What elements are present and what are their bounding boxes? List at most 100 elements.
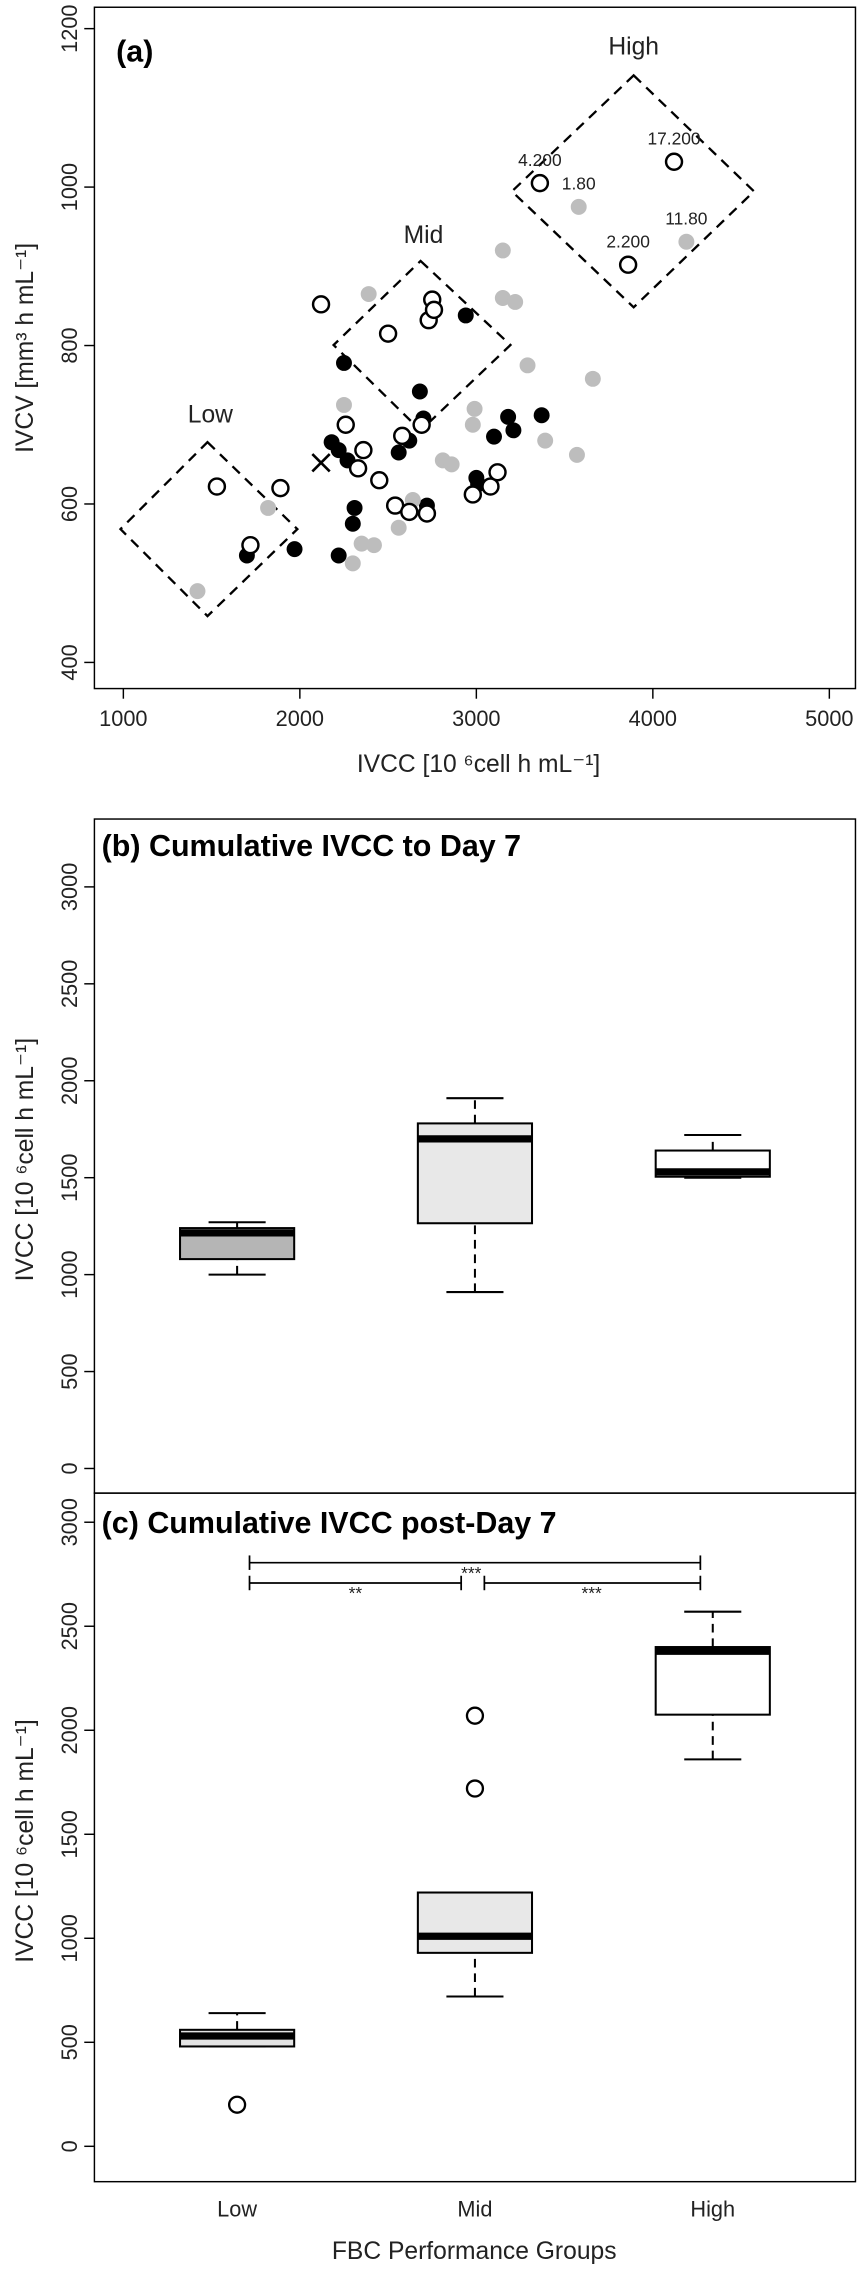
point-label: 17.200 [647,129,700,149]
point [189,583,206,600]
outlier [227,2095,247,2114]
significance-label: *** [461,1563,482,1583]
y-tick-label: 0 [57,2140,82,2152]
point [311,295,331,314]
outlier [465,1779,485,1798]
point [481,477,500,496]
x-tick-label: Mid [457,2196,492,2221]
point [346,499,363,516]
plot-frame [93,1492,857,2183]
point [348,459,368,478]
y-tick-label: 1000 [57,1250,82,1298]
point-label: 2.200 [606,232,649,252]
point [393,426,412,446]
x-tick-label: High [690,2196,735,2221]
point [360,286,377,303]
region-label: High [608,33,659,60]
point [463,485,483,504]
point [207,477,227,496]
panel-title: (b) Cumulative IVCC to Day 7 [102,829,521,863]
y-tick-label: 1500 [57,1154,82,1202]
point [390,444,407,461]
point [519,357,536,374]
box [654,1646,771,1716]
significance-label: *** [581,1583,602,1603]
point [618,255,638,274]
point [500,408,517,425]
point [370,471,389,490]
y-tick-label: 800 [57,327,82,363]
y-tick-label: 500 [57,2024,82,2060]
x-tick-label: Low [217,2196,257,2221]
point [486,428,502,445]
point-label: 11.80 [665,209,707,229]
y-tick-label: 400 [57,644,82,680]
point [330,547,347,564]
y-tick-label: 2500 [57,960,82,1008]
point [344,515,361,532]
point [286,541,303,558]
x-tick-label: 5000 [805,706,853,731]
x-tick-label: 2000 [276,706,324,731]
mid-region [331,259,513,433]
point [400,502,419,522]
y-tick-label: 1200 [57,4,82,52]
panel-title: (c) Cumulative IVCC post-Day 7 [102,1506,557,1540]
y-tick-label: 1000 [57,163,82,211]
point [336,396,352,413]
y-tick-label: 2500 [57,1602,82,1650]
y-axis-label: IVCV [mm³ h mL⁻¹] [12,243,39,453]
x-axis-label: IVCC [10 ⁶cell h mL⁻¹] [357,751,600,778]
y-tick-label: 3000 [57,1498,82,1546]
high-region [510,73,756,309]
point [411,383,428,400]
point [260,499,277,516]
x-axis-label: FBC Performance Groups [332,2238,617,2265]
y-tick-label: 600 [57,486,82,522]
low-region [118,440,300,618]
point [417,504,437,523]
point [353,535,370,552]
point [354,440,373,460]
point [494,290,511,306]
point [457,307,474,324]
point [466,400,483,417]
point [664,152,684,171]
plot-frame [93,6,857,690]
panel-label: (a) [116,35,153,69]
point [568,446,585,463]
point [678,233,695,250]
y-tick-label: 1000 [57,1914,82,1962]
y-tick-label: 500 [57,1353,82,1389]
point [412,415,431,434]
point [488,463,507,482]
point [570,198,587,215]
group-regions [118,73,756,618]
y-tick-label: 2000 [57,1057,82,1105]
point [530,173,550,193]
outlier [465,1706,485,1725]
point [311,453,331,473]
point-label: 4.200 [518,150,561,170]
point [494,242,511,259]
point [241,535,260,555]
x-tick-label: 3000 [452,706,500,731]
point [390,519,407,536]
point [336,415,355,434]
y-tick-label: 2000 [57,1706,82,1754]
y-tick-label: 0 [57,1462,82,1474]
y-tick-label: 3000 [57,863,82,911]
region-label: Low [188,402,233,429]
point [584,370,601,387]
box [416,1891,534,1954]
point [424,300,444,320]
significance-label: ** [349,1583,363,1603]
point [443,456,460,473]
x-tick-label: 1000 [99,706,147,731]
point [533,407,550,424]
y-axis-label: IVCC [10 ⁶cell h mL⁻¹] [12,1038,39,1281]
region-label: Mid [404,222,444,249]
significance-brackets [248,1555,702,1591]
point [271,478,290,498]
